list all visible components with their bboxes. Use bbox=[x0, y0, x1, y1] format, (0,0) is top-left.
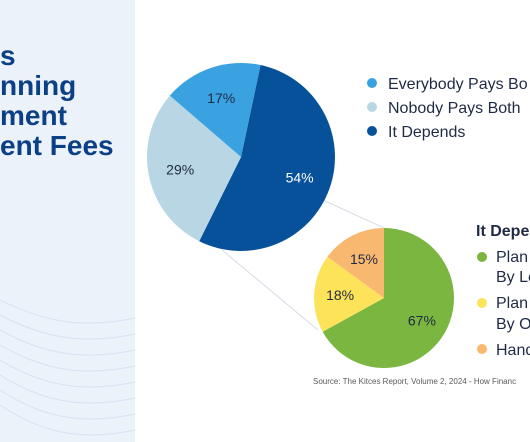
legend-marker-yellow bbox=[477, 298, 487, 308]
main-pie-slice-0 bbox=[199, 65, 335, 251]
title-line-2: nning bbox=[0, 70, 77, 101]
title-line-1: s bbox=[0, 40, 16, 71]
main-legend: Everybody Pays Bo Nobody Pays Both It De… bbox=[367, 76, 528, 141]
depends-legend: It Depe Plan By Le Plan By O Hand bbox=[476, 223, 530, 359]
main-pie-slice-label-0: 54% bbox=[286, 169, 314, 185]
depends-pie-slice-label-2: 15% bbox=[350, 251, 378, 267]
legend-label-green-2: By Le bbox=[496, 269, 530, 286]
legend-label-green-1: Plan bbox=[496, 249, 528, 266]
legend-label-nobody: Nobody Pays Both bbox=[388, 100, 521, 117]
depends-pie-slice-0 bbox=[322, 228, 455, 369]
main-pie: 54% 29% 17% bbox=[146, 62, 335, 251]
depends-pie-slice-1 bbox=[314, 256, 384, 332]
connector-line-bottom bbox=[221, 249, 319, 331]
it-depends-pie: 67% 18% 15% bbox=[314, 228, 455, 369]
main-pie-slice-label-1: 29% bbox=[166, 161, 194, 177]
legend-marker-nobody bbox=[367, 102, 377, 112]
legend-label-depends: It Depends bbox=[388, 124, 465, 141]
legend-marker-orange bbox=[477, 344, 487, 354]
legend-marker-depends bbox=[367, 126, 377, 136]
depends-pie-slice-2 bbox=[327, 228, 384, 298]
legend-label-yellow-2: By O bbox=[496, 316, 530, 333]
depends-pie-slice-label-1: 18% bbox=[326, 287, 354, 303]
title-line-3: ment bbox=[0, 100, 67, 131]
main-pie-slice-label-2: 17% bbox=[207, 90, 235, 106]
main-pie-slice-2 bbox=[169, 62, 261, 157]
legend-label-yellow-1: Plan bbox=[496, 295, 528, 312]
main-pie-slice-1 bbox=[146, 95, 241, 242]
legend-marker-everybody bbox=[367, 78, 377, 88]
depends-pie-slice-label-0: 67% bbox=[408, 312, 436, 328]
legend-label-everybody: Everybody Pays Bo bbox=[388, 76, 528, 93]
title-panel: s nning ment ent Fees bbox=[0, 0, 135, 442]
source-note: Source: The Kitces Report, Volume 2, 202… bbox=[313, 377, 516, 386]
legend-marker-green bbox=[477, 252, 487, 262]
decorative-wave-lines bbox=[0, 299, 135, 436]
title-line-4: ent Fees bbox=[0, 130, 114, 161]
legend-label-orange: Hand bbox=[496, 342, 530, 359]
depends-legend-title: It Depe bbox=[476, 223, 529, 240]
